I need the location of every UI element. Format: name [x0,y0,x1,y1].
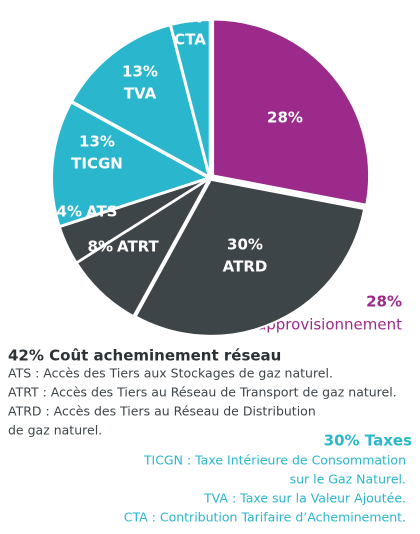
network-line: ATRD : Accès des Tiers au Réseau de Dist… [8,404,316,419]
slice-label: 13% [122,63,158,81]
pie-slice [134,178,366,337]
slice-label: 4% [57,203,82,221]
pie-slice [58,177,209,264]
tax-line: sur le Gaz Naturel. [290,472,406,487]
tax-line: TICGN : Taxe Intérieure de Consommation [143,453,406,468]
slice-name: CTA [174,31,206,49]
pie-slice [70,24,211,179]
slice-name: ATRD [223,258,268,276]
slice-name: ATS [86,203,117,221]
pie-slice [212,18,371,206]
network-line: ATS : Accès des Tiers aux Stockages de g… [8,366,333,381]
tax-line: CTA : Contribution Tarifaire d’Acheminem… [124,510,406,525]
slice-name: TICGN [71,155,123,173]
network-line: ATRT : Accès des Tiers au Réseau de Tran… [8,385,397,400]
slice-label: 8% [88,238,113,256]
slice-name: ATRT [117,238,160,256]
slice-label: 28% [267,109,303,127]
network-line: de gaz naturel. [8,423,102,438]
pie-slice [51,101,211,228]
tax-line: TVA : Taxe sur la Valeur Ajoutée. [203,491,406,506]
supply-value: 28% [366,293,402,311]
pie-slice [169,19,211,177]
slice-name: TVA [124,85,157,103]
network-title: 42% Coût acheminement réseau [8,347,281,365]
slice-label: 30% [227,236,263,254]
slice-label: 4% [177,9,202,27]
slice-label: 13% [79,133,115,151]
taxes-title: 30% Taxes [324,432,412,450]
